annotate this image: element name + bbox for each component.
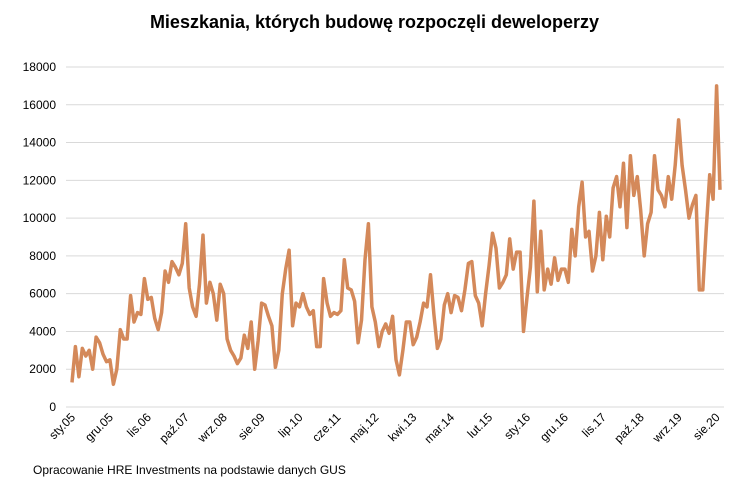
x-tick-label: gru.05	[82, 410, 116, 444]
y-tick-label: 6000	[29, 287, 56, 301]
x-tick-label: lis.06	[124, 410, 154, 440]
y-tick-label: 12000	[23, 173, 57, 187]
x-tick-label: paź.18	[611, 410, 647, 446]
x-tick-label: mar.14	[421, 410, 457, 446]
x-tick-label: lis.17	[579, 410, 609, 440]
source-note: Opracowanie HRE Investments na podstawie…	[33, 463, 346, 477]
y-tick-label: 8000	[29, 249, 56, 263]
series-group	[70, 84, 722, 387]
y-tick-label: 4000	[29, 324, 56, 338]
x-tick-label: sty.16	[501, 410, 533, 442]
x-tick-label: lip.10	[275, 410, 305, 440]
x-tick-label: maj.12	[346, 410, 382, 446]
x-axis-ticks: sty.05 gru.05 lis.06 paź.07 wrz.08 sie.09 lip.…	[46, 410, 723, 446]
y-tick-label: 18000	[23, 60, 57, 74]
x-tick-label: paź.07	[156, 410, 192, 446]
x-tick-label: sie.20	[690, 410, 723, 443]
x-tick-label: gru.16	[537, 410, 571, 444]
chart-title: Mieszkania, których budowę rozpoczęli de…	[149, 12, 600, 32]
x-tick-label: kwi.13	[385, 410, 419, 444]
y-tick-label: 16000	[23, 98, 57, 112]
y-tick-label: 14000	[23, 136, 57, 150]
series-line	[70, 84, 722, 387]
x-tick-label: lut.15	[465, 410, 496, 441]
x-tick-label: cze.11	[309, 410, 344, 445]
y-tick-label: 10000	[23, 211, 57, 225]
x-tick-label: sty.05	[46, 410, 78, 442]
y-axis-ticks: 0 2000 4000 6000 8000 10000 12000 14000 16000 180…	[23, 60, 57, 414]
y-tick-label: 0	[49, 400, 56, 414]
x-tick-label: wrz.08	[194, 410, 230, 446]
x-tick-label: sie.09	[235, 410, 268, 443]
x-tick-label: wrz.19	[649, 410, 685, 446]
y-tick-label: 2000	[29, 362, 56, 376]
